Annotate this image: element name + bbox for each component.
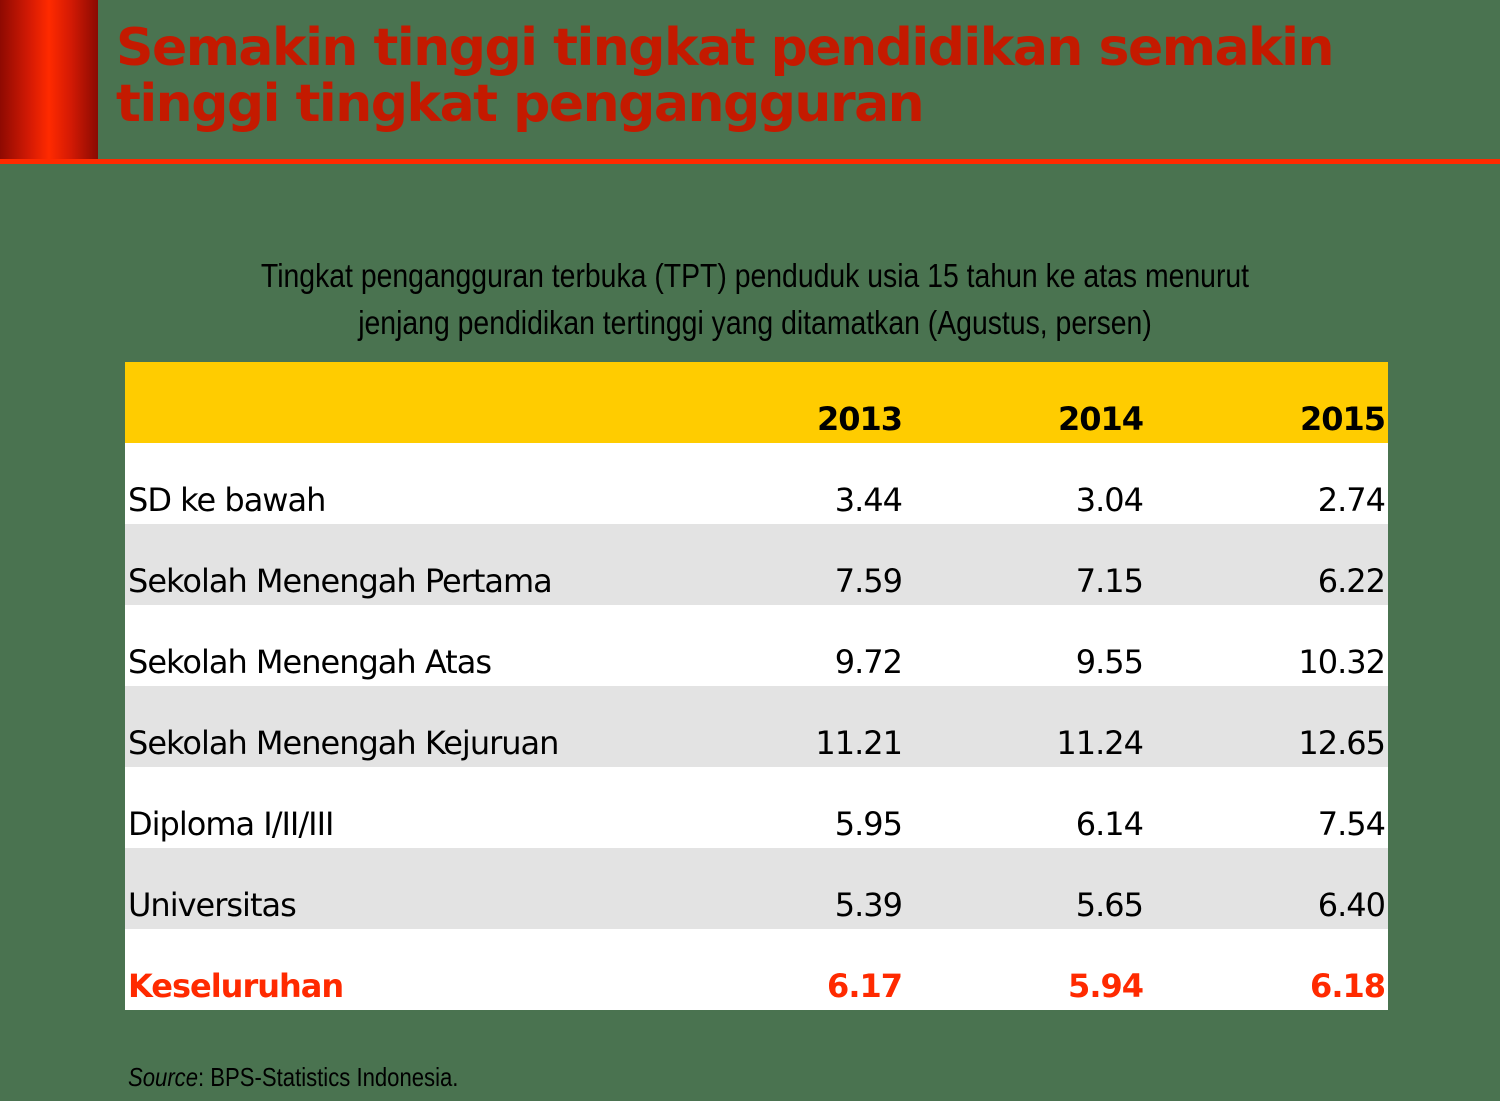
value-2015: 7.54 — [1317, 805, 1386, 843]
value-2014: 9.55 — [1075, 643, 1144, 681]
title-accent-bar — [0, 0, 98, 162]
caption-line-1: Tingkat pengangguran terbuka (TPT) pendu… — [260, 257, 1250, 294]
header-2014: 2014 — [1057, 400, 1144, 438]
value-2013: 5.95 — [834, 805, 903, 843]
value-2015: 6.22 — [1317, 562, 1386, 600]
total-2013: 6.17 — [827, 967, 903, 1005]
row-label: Sekolah Menengah Atas — [128, 643, 492, 681]
value-2013: 11.21 — [815, 724, 903, 762]
header-2015: 2015 — [1299, 400, 1386, 438]
value-2013: 3.44 — [834, 481, 903, 519]
value-2015: 2.74 — [1317, 481, 1386, 519]
table-row: Sekolah Menengah Atas 9.72 9.55 10.32 — [125, 605, 1388, 686]
unemployment-table: 2013 2014 2015 SD ke bawah 3.44 3.04 2.7… — [125, 362, 1388, 1010]
table-row: SD ke bawah 3.44 3.04 2.74 — [125, 443, 1388, 524]
value-2014: 3.04 — [1075, 481, 1144, 519]
value-2014: 5.65 — [1075, 886, 1144, 924]
table-header-row: 2013 2014 2015 — [125, 362, 1388, 443]
table-row: Sekolah Menengah Kejuruan 11.21 11.24 12… — [125, 686, 1388, 767]
table-row: Diploma I/II/III 5.95 6.14 7.54 — [125, 767, 1388, 848]
source-note: Source: BPS-Statistics Indonesia. — [128, 1062, 458, 1093]
header-2013: 2013 — [816, 400, 903, 438]
total-2014: 5.94 — [1068, 967, 1144, 1005]
caption-line-2: jenjang pendidikan tertinggi yang ditama… — [358, 304, 1152, 341]
value-2014: 7.15 — [1075, 562, 1144, 600]
value-2013: 5.39 — [834, 886, 903, 924]
row-label: Sekolah Menengah Kejuruan — [128, 724, 559, 762]
total-label: Keseluruhan — [128, 967, 344, 1005]
title-divider — [0, 159, 1500, 164]
table-row: Universitas 5.39 5.65 6.40 — [125, 848, 1388, 929]
table-caption: Tingkat pengangguran terbuka (TPT) pendu… — [226, 252, 1284, 346]
value-2015: 6.40 — [1317, 886, 1386, 924]
row-label: Diploma I/II/III — [128, 805, 334, 843]
source-text: : BPS-Statistics Indonesia. — [198, 1062, 459, 1092]
slide-title: Semakin tinggi tingkat pendidikan semaki… — [116, 18, 1334, 134]
total-2015: 6.18 — [1310, 967, 1386, 1005]
source-label: Source — [128, 1062, 199, 1092]
row-label: Sekolah Menengah Pertama — [128, 562, 553, 600]
value-2014: 6.14 — [1075, 805, 1144, 843]
value-2013: 7.59 — [834, 562, 903, 600]
table-total-row: Keseluruhan 6.17 5.94 6.18 — [125, 929, 1388, 1010]
value-2014: 11.24 — [1056, 724, 1144, 762]
row-label: Universitas — [128, 886, 297, 924]
value-2013: 9.72 — [834, 643, 903, 681]
table-row: Sekolah Menengah Pertama 7.59 7.15 6.22 — [125, 524, 1388, 605]
row-label: SD ke bawah — [128, 481, 326, 519]
value-2015: 10.32 — [1298, 643, 1386, 681]
value-2015: 12.65 — [1298, 724, 1386, 762]
